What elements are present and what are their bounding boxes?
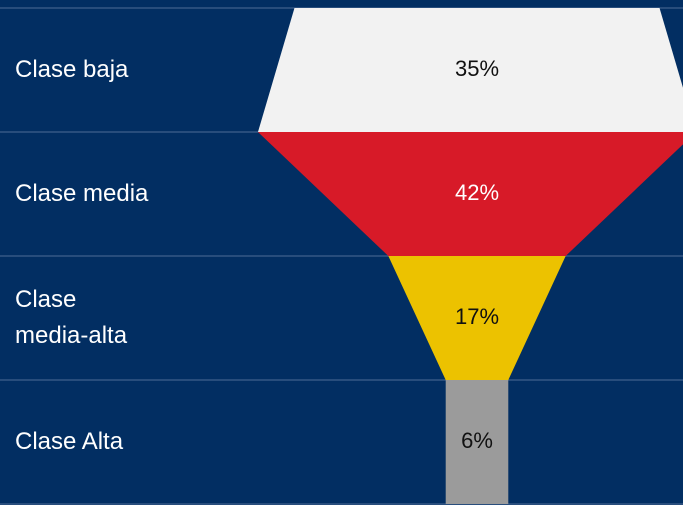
category-label: Clase Alta <box>15 428 124 455</box>
funnel-segment <box>388 256 566 380</box>
category-label: Clase media-alta <box>15 286 128 349</box>
funnel-segment <box>257 8 683 132</box>
value-label: 17% <box>455 304 499 329</box>
category-label: Clase media <box>15 180 149 207</box>
funnel-segment <box>445 380 509 504</box>
value-label: 6% <box>461 428 493 453</box>
funnel-segment <box>257 132 683 256</box>
category-label: Clase baja <box>15 56 129 83</box>
value-label: 35% <box>455 56 499 81</box>
value-label: 42% <box>455 180 499 205</box>
